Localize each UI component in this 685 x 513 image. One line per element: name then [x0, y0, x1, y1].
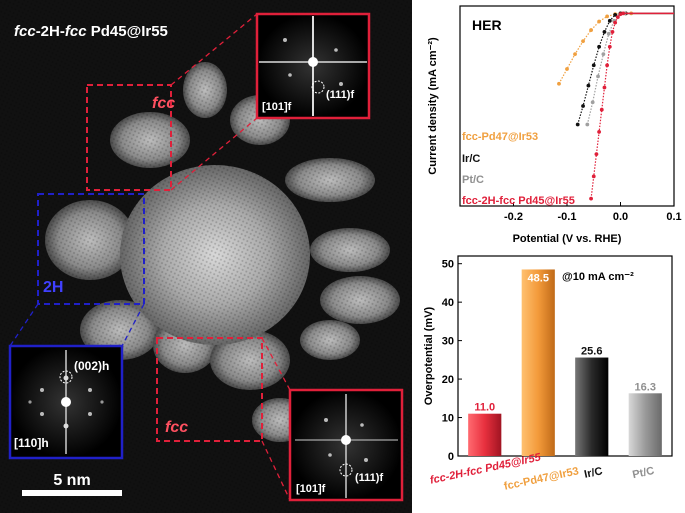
bar-ytick-label: 50	[442, 259, 454, 271]
lsv-xlabel: Potential (V vs. RHE)	[513, 233, 622, 245]
bar-ytick-label: 20	[442, 374, 454, 386]
legend-pt-c: Pt/C	[462, 174, 484, 186]
bar-ytick-label: 0	[448, 451, 454, 463]
bar-ytick-label: 40	[442, 297, 454, 309]
lsv-ylabel: Current density (mA cm⁻²)	[427, 37, 439, 175]
lsv-title: HER	[472, 17, 502, 33]
2h-label: 2H	[43, 279, 63, 296]
lsv-point	[605, 63, 610, 68]
lsv-xtick-label: 0.1	[666, 211, 681, 223]
fcc-region-top	[86, 84, 172, 191]
lsv-series-3	[589, 11, 674, 201]
fcc-label-top: fcc	[152, 95, 175, 112]
lsv-point	[590, 100, 595, 105]
bar-ytick-label: 30	[442, 336, 454, 348]
lsv-plot-frame	[459, 5, 675, 207]
fft-inset-top: [101]f (111)f	[255, 12, 371, 120]
lsv-point	[605, 14, 610, 19]
bar-cat-ir-c: Ir/C	[583, 465, 603, 481]
inset-left-zone-axis: [110]h	[14, 436, 49, 450]
fft-inset-left: (002)h [110]h	[8, 344, 124, 460]
inset-br-zone-axis: [101]f	[296, 483, 326, 495]
lsv-point	[575, 122, 580, 127]
scale-bar	[22, 490, 122, 496]
bar-3	[628, 393, 662, 456]
lsv-point	[585, 122, 590, 127]
bar-ytick-label: 10	[442, 413, 454, 425]
figure-title: fcc-2H-fcc Pd45@Ir55	[14, 23, 168, 40]
scale-bar-label: 5 nm	[53, 472, 90, 489]
bar-xcategories: fcc-2H-fcc Pd45@Ir55 fcc-Pd47@Ir53 Ir/C …	[429, 451, 655, 493]
bar-2	[575, 357, 609, 456]
lsv-point	[589, 196, 593, 201]
lsv-line	[590, 12, 624, 199]
inset-top-spot: (111)f	[326, 89, 354, 101]
lsv-point	[557, 81, 561, 86]
lsv-point	[594, 152, 599, 157]
lsv-xtick-label: 0.0	[613, 211, 628, 223]
lsv-xtick-label: -0.1	[558, 211, 577, 223]
inset-left-spot: (002)h	[74, 359, 109, 373]
bar-chart-title: @10 mA cm⁻²	[562, 271, 634, 283]
legend-ir-c: Ir/C	[462, 153, 480, 165]
stem-image-panel: fcc-2H-fcc Pd45@Ir55 fcc 2H fcc [101]f (…	[0, 0, 412, 513]
bar-cat-fcc-pd47: fcc-Pd47@Ir53	[503, 465, 580, 493]
bar-1	[521, 269, 555, 456]
lsv-xtick-label: -0.2	[504, 211, 523, 223]
overpotential-chart: @10 mA cm⁻² 0 10 20 30 40 50 11.0 48.5 25.6 16.3…	[423, 255, 673, 493]
inset-top-zone-axis: [101]f	[262, 101, 292, 113]
lsv-point	[599, 107, 604, 112]
bar-value-label: 48.5	[528, 272, 549, 284]
fft-inset-bottom-right: [101]f (111)f	[288, 388, 404, 502]
fcc-label-bottom: fcc	[165, 419, 188, 436]
legend-fcc-pd47: fcc-Pd47@Ir53	[462, 131, 538, 143]
inset-br-spot: (111)f	[355, 472, 383, 484]
fcc-region-bottom	[156, 337, 263, 442]
bar-0	[468, 413, 502, 456]
bar-value-label: 16.3	[635, 381, 656, 393]
lsv-legend: fcc-Pd47@Ir53 Ir/C Pt/C fcc-2H-fcc Pd45@…	[462, 131, 575, 207]
2h-region	[37, 193, 145, 305]
bar-value-label: 11.0	[474, 402, 495, 414]
lsv-chart: HER -0.2 -0.1 0.0 0.1 Potential (V vs. RHE)…	[427, 5, 682, 245]
legend-fcc-2h-fcc: fcc-2H-fcc Pd45@Ir55	[462, 195, 575, 207]
bar-cat-pt-c: Pt/C	[631, 465, 655, 481]
bar-ylabel: Overpotential (mV)	[423, 306, 435, 405]
bar-value-label: 25.6	[581, 346, 602, 358]
